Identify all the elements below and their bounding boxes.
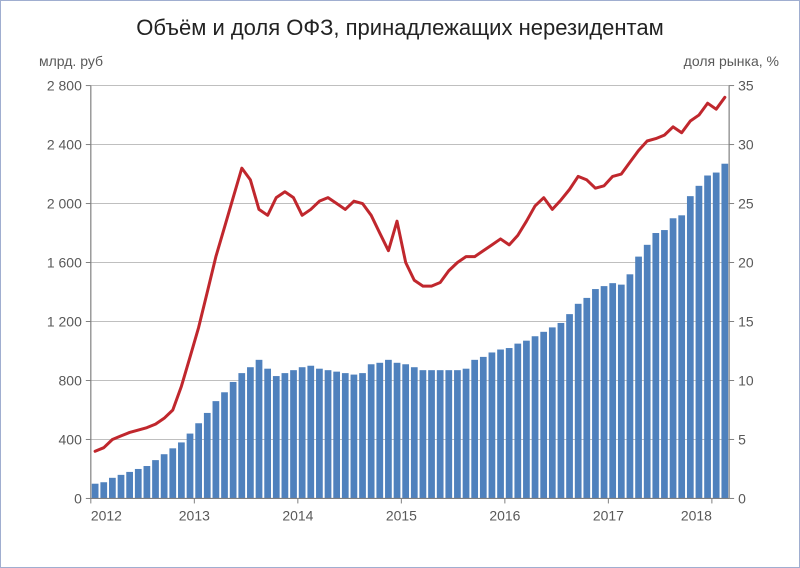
chart-svg: 0 400 800 1 200 1 600 2 000 2 400 2 800 0 5 10 15 20… <box>21 49 779 539</box>
svg-text:5: 5 <box>738 431 746 447</box>
svg-text:2014: 2014 <box>282 507 313 523</box>
svg-text:0: 0 <box>74 490 82 506</box>
y-left-axis-label: млрд. руб <box>39 53 103 69</box>
svg-text:35: 35 <box>738 78 754 94</box>
svg-text:800: 800 <box>59 372 83 388</box>
svg-text:2017: 2017 <box>593 507 624 523</box>
svg-text:2016: 2016 <box>489 507 520 523</box>
y-right-axis-label: доля рынка, % <box>684 53 779 69</box>
svg-text:2 800: 2 800 <box>47 78 82 94</box>
svg-text:0: 0 <box>738 490 746 506</box>
chart-title: Объём и доля ОФЗ, принадлежащих нерезиде… <box>1 1 799 49</box>
svg-text:1 200: 1 200 <box>47 313 82 329</box>
svg-text:2013: 2013 <box>179 507 210 523</box>
svg-text:1 600: 1 600 <box>47 254 82 270</box>
svg-text:25: 25 <box>738 196 754 212</box>
svg-text:2 400: 2 400 <box>47 137 82 153</box>
svg-text:400: 400 <box>59 431 83 447</box>
svg-text:2 000: 2 000 <box>47 196 82 212</box>
svg-text:2018: 2018 <box>681 507 712 523</box>
svg-text:15: 15 <box>738 313 754 329</box>
chart-container: млрд. руб доля рынка, % 0 400 800 1 200 1 60… <box>21 49 779 544</box>
svg-text:20: 20 <box>738 254 754 270</box>
svg-text:2012: 2012 <box>91 507 122 523</box>
svg-text:2015: 2015 <box>386 507 417 523</box>
svg-text:30: 30 <box>738 137 754 153</box>
svg-text:10: 10 <box>738 372 754 388</box>
